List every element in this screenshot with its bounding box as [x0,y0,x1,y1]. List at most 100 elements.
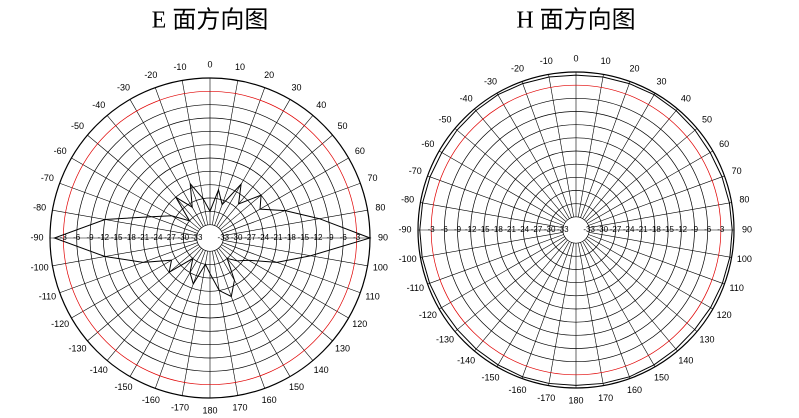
spoke [222,182,361,234]
spoke [216,99,291,227]
theta-tick-label: 40 [681,93,691,103]
r-tick-label: -30 [178,233,190,242]
theta-tick-label: 160 [627,385,642,395]
theta-tick-label: -20 [511,64,524,74]
theta-tick-label: -90 [30,232,43,242]
theta-tick-label: 30 [291,83,301,93]
r-tick-label: -27 [531,225,543,234]
theta-tick-label: -60 [54,146,67,156]
r-tick-label: -21 [504,225,516,234]
theta-tick-label: 130 [335,344,350,354]
theta-tick-label: -140 [90,365,108,375]
grid-ring [102,130,318,346]
theta-tick-label: -100 [31,262,49,272]
theta-tick-label: -110 [39,292,56,302]
spoke [439,150,565,224]
theta-tick-label: -170 [537,393,555,403]
spoke [548,242,575,386]
theta-tick-label: 170 [598,393,613,403]
grid-ring [457,111,695,349]
r-tick-label: -30 [544,225,556,234]
reference-ring [430,84,722,376]
grid-ring [129,157,291,319]
spoke [577,242,604,386]
spoke [154,87,206,226]
spoke [496,241,570,367]
r-tick-label: -6 [441,225,449,234]
grid-ring [76,104,344,372]
r-tick-label: -6 [73,233,81,242]
spoke [587,236,713,310]
grid-ring [549,203,603,257]
theta-tick-label: 80 [375,202,385,212]
r-tick-label: -12 [98,233,110,242]
r-tick-label: -18 [649,225,661,234]
spoke [214,250,266,389]
r-tick-label: -24 [518,225,530,234]
grid-ring [522,176,630,284]
r-tick-label: -9 [326,233,334,242]
theta-tick-label: 30 [656,76,666,86]
theta-tick-label: -40 [460,93,473,103]
theta-tick-label: 100 [373,262,388,272]
spoke [582,93,656,219]
spoke [71,157,199,232]
r-tick-label: -12 [676,225,688,234]
r-tick-label: -24 [151,233,163,242]
spoke [454,238,567,332]
theta-tick-label: -70 [409,166,422,176]
grid-ring [142,170,278,306]
spoke [439,236,565,310]
theta-tick-label: 0 [207,59,212,69]
theta-tick-label: 60 [355,146,365,156]
spoke [584,239,678,352]
grid-ring [470,124,682,336]
theta-tick-label: 10 [235,62,245,72]
spoke [181,80,208,225]
spoke [588,231,732,258]
spoke [587,150,713,224]
spoke [216,249,291,377]
spoke [220,246,333,342]
spoke [154,250,206,389]
spoke [588,202,732,229]
spoke [582,241,656,367]
theta-tick-label: 120 [717,310,732,320]
theta-tick-label: 10 [601,56,611,66]
theta-tick-label: 180 [202,405,217,415]
theta-tick-label: 100 [737,254,752,264]
spoke [548,74,575,218]
r-tick-label: -24 [623,225,635,234]
r-tick-label: -21 [271,233,283,242]
spoke [59,242,198,294]
r-tick-label: -27 [164,233,176,242]
r-tick-label: -33 [557,225,569,234]
spoke [454,128,567,222]
r-tick-label: -6 [704,225,712,234]
spoke [474,239,568,352]
r-tick-label: -27 [610,225,622,234]
grid-ring [443,97,709,363]
theta-tick-label: -40 [92,100,105,110]
reference-ring [62,90,358,386]
r-tick-label: -15 [298,233,310,242]
theta-tick-label: -130 [68,344,86,354]
spoke [221,157,349,232]
spoke [521,81,572,218]
theta-tick-label: -30 [484,76,497,86]
theta-tick-label: 50 [702,114,712,124]
r-tick-label: -33 [583,225,595,234]
spoke [71,244,199,319]
r-tick-label: -9 [691,225,699,234]
theta-tick-label: 150 [654,372,669,382]
spoke [474,108,568,221]
r-tick-label: -21 [636,225,648,234]
spoke [427,234,564,285]
grid-ring [169,197,251,279]
spoke [214,87,266,226]
r-tick-label: -33 [218,233,230,242]
theta-tick-label: 0 [573,53,578,63]
theta-tick-label: -10 [173,62,186,72]
r-tick-label: -3 [717,225,725,234]
theta-tick-label: -80 [33,202,46,212]
